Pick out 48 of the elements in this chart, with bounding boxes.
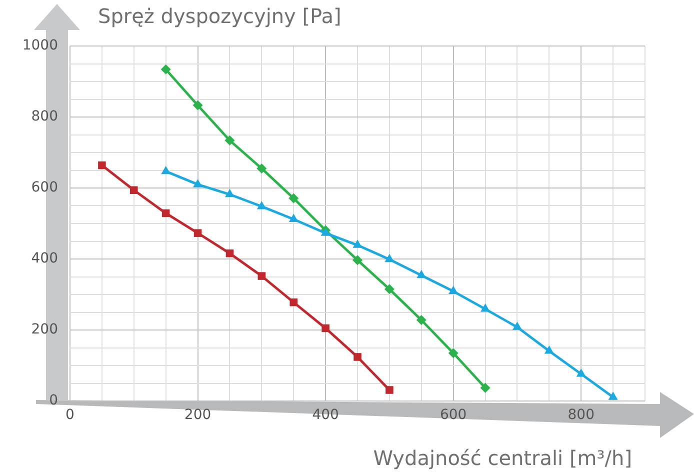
point	[194, 229, 202, 237]
point	[448, 286, 458, 294]
point	[161, 166, 171, 174]
point	[256, 200, 266, 210]
point	[416, 270, 426, 278]
y-tick-label: 800	[31, 108, 58, 125]
point	[224, 188, 234, 198]
point	[384, 254, 394, 262]
y-tick-label: 1000	[22, 38, 58, 54]
x-tick-label: 600	[440, 407, 467, 424]
point	[192, 100, 203, 110]
x-tick-label: 400	[312, 407, 339, 424]
point	[416, 315, 426, 326]
point	[162, 209, 170, 218]
point	[256, 163, 267, 174]
point	[290, 298, 298, 306]
point	[354, 353, 362, 361]
x-tick-label: 200	[184, 407, 212, 424]
point	[322, 324, 330, 332]
point	[320, 228, 330, 236]
y-axis-title: Spręż dyspozycyjny [Pa]	[98, 4, 342, 28]
point	[608, 392, 618, 400]
y-tick-label: 0	[49, 392, 58, 409]
point	[352, 255, 362, 266]
y-tick-label: 200	[31, 322, 58, 338]
point	[226, 249, 234, 258]
point	[193, 178, 203, 188]
x-axis-title: Wydajność centrali [m³/h]	[373, 446, 632, 470]
point	[544, 345, 554, 354]
point	[98, 161, 106, 170]
y-tick-label: 600	[31, 180, 58, 196]
point	[160, 64, 171, 74]
point	[130, 186, 138, 194]
point	[288, 193, 299, 204]
point	[288, 214, 298, 222]
x-tick-label: 800	[568, 407, 594, 424]
point	[384, 284, 394, 294]
point	[480, 382, 490, 393]
point	[386, 386, 394, 394]
y-tick-label: 400	[31, 250, 58, 267]
point	[480, 304, 490, 312]
point	[352, 240, 362, 248]
point	[576, 368, 586, 377]
point	[512, 322, 522, 330]
x-tick-label: 0	[66, 407, 74, 424]
point	[224, 135, 235, 146]
point	[448, 348, 458, 358]
point	[258, 272, 266, 280]
